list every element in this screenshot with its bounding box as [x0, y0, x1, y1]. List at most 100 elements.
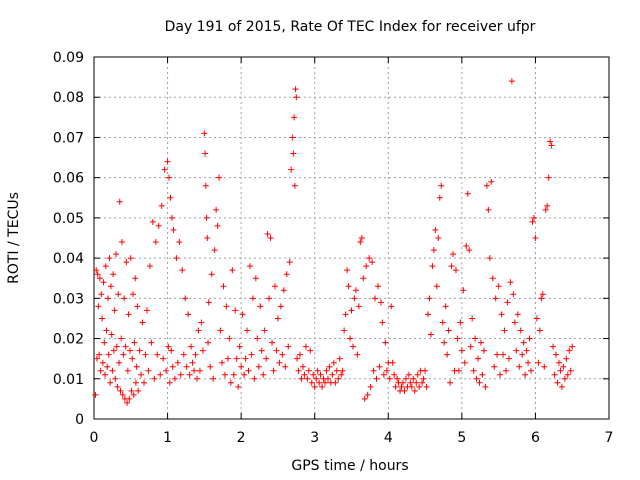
- y-tick-label: 0: [75, 412, 84, 428]
- x-tick-label: 1: [163, 430, 172, 446]
- x-tick-label: 2: [237, 430, 246, 446]
- y-tick-label: 0.09: [53, 50, 84, 66]
- data-point: [377, 299, 384, 306]
- data-point: [195, 327, 202, 334]
- data-point: [114, 383, 121, 390]
- data-point: [313, 375, 320, 382]
- data-point: [398, 383, 405, 390]
- data-point: [183, 363, 190, 370]
- data-point: [207, 363, 214, 370]
- data-point: [367, 383, 374, 390]
- data-point: [401, 387, 408, 394]
- x-tick-label: 5: [457, 430, 466, 446]
- data-point: [548, 142, 555, 149]
- data-point: [135, 387, 142, 394]
- data-point: [155, 222, 162, 229]
- data-point: [229, 267, 236, 274]
- data-point: [379, 319, 386, 326]
- data-point: [96, 351, 103, 358]
- data-point: [485, 206, 492, 213]
- data-point: [302, 343, 309, 350]
- data-point: [163, 367, 170, 374]
- data-point: [180, 351, 187, 358]
- data-point: [223, 303, 230, 310]
- data-point: [483, 182, 490, 189]
- data-point: [126, 395, 133, 402]
- data-point: [498, 311, 505, 318]
- data-point: [307, 347, 314, 354]
- data-point: [264, 230, 271, 237]
- data-point: [470, 367, 477, 374]
- data-point: [419, 379, 426, 386]
- data-point: [221, 371, 228, 378]
- data-point: [208, 271, 215, 278]
- data-point: [308, 379, 315, 386]
- data-point: [405, 371, 412, 378]
- data-point: [558, 383, 565, 390]
- data-point: [127, 255, 134, 262]
- data-point: [326, 363, 333, 370]
- data-point: [392, 383, 399, 390]
- data-point: [380, 371, 387, 378]
- data-point: [166, 174, 173, 181]
- data-point: [442, 303, 449, 310]
- grid: [94, 57, 609, 419]
- data-point: [423, 383, 430, 390]
- data-point: [136, 347, 143, 354]
- data-point: [461, 359, 468, 366]
- y-tick-label: 0.02: [53, 332, 84, 348]
- data-point: [194, 375, 200, 382]
- data-point: [529, 218, 536, 225]
- data-point: [480, 347, 487, 354]
- data-point: [232, 307, 239, 314]
- data-point: [179, 267, 186, 274]
- data-point: [358, 235, 365, 241]
- data-point: [117, 387, 124, 394]
- data-point: [106, 255, 113, 262]
- x-tick-label: 7: [605, 430, 614, 446]
- data-point: [292, 86, 299, 93]
- data-point: [102, 263, 109, 270]
- x-axis-label: GPS time / hours: [291, 458, 408, 474]
- data-point: [455, 367, 462, 374]
- data-point: [545, 174, 552, 181]
- data-point: [123, 259, 130, 266]
- data-point: [324, 375, 331, 382]
- data-point: [299, 363, 306, 370]
- data-point: [413, 379, 420, 386]
- data-point: [544, 202, 551, 209]
- data-point: [158, 202, 165, 209]
- data-point: [305, 367, 312, 374]
- data-point: [113, 343, 120, 350]
- data-point: [516, 363, 523, 370]
- data-point: [388, 303, 395, 310]
- data-point: [522, 371, 529, 378]
- data-point: [432, 226, 439, 233]
- data-point: [235, 383, 242, 390]
- data-point: [128, 387, 135, 394]
- data-point: [297, 351, 303, 358]
- data-point: [133, 363, 140, 370]
- data-point: [348, 307, 355, 314]
- data-point: [389, 359, 396, 366]
- data-point: [492, 295, 499, 302]
- data-point: [258, 347, 265, 354]
- data-point: [314, 367, 321, 374]
- data-point: [464, 190, 471, 197]
- data-point: [508, 78, 515, 85]
- data-point: [188, 343, 195, 350]
- data-point: [374, 283, 381, 290]
- data-point: [448, 263, 455, 270]
- data-point: [494, 351, 501, 358]
- y-axis-label: ROTI / TECUs: [6, 192, 22, 284]
- data-point: [248, 351, 255, 358]
- data-point: [283, 271, 290, 278]
- data-point: [338, 371, 345, 378]
- data-point: [260, 371, 267, 378]
- data-point: [217, 327, 224, 334]
- data-point: [376, 363, 383, 370]
- y-tick-label: 0.04: [53, 251, 84, 267]
- data-point: [500, 351, 507, 358]
- y-tick-label: 0.03: [53, 291, 84, 307]
